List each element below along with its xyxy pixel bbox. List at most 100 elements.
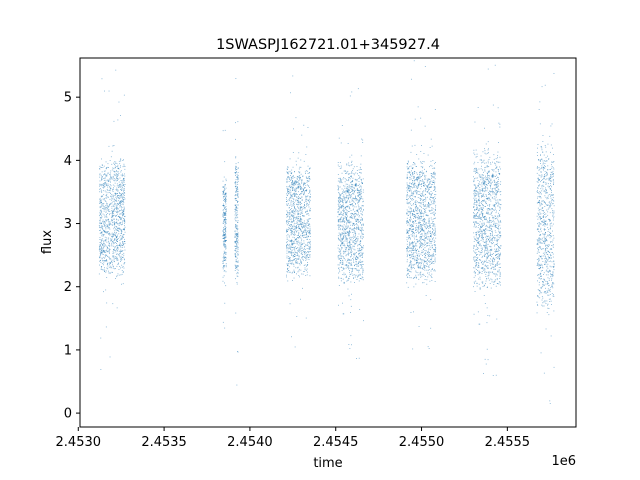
- data-point: [357, 196, 359, 197]
- data-point: [124, 259, 125, 261]
- data-point: [109, 356, 111, 358]
- data-point: [287, 248, 289, 250]
- data-point: [292, 186, 294, 188]
- data-point: [342, 262, 344, 264]
- data-point: [113, 245, 115, 247]
- data-point: [297, 207, 299, 209]
- data-point: [237, 177, 239, 178]
- data-point: [223, 190, 225, 192]
- data-point: [355, 261, 357, 263]
- data-point: [237, 351, 239, 353]
- data-point: [360, 187, 362, 189]
- data-point: [425, 210, 426, 212]
- data-point: [309, 233, 311, 235]
- data-point: [308, 218, 310, 220]
- data-point: [100, 188, 101, 190]
- data-point: [116, 258, 118, 260]
- data-point: [224, 246, 226, 248]
- data-point: [420, 242, 422, 244]
- data-point: [355, 213, 357, 215]
- data-point: [104, 173, 105, 175]
- data-point: [415, 179, 417, 181]
- data-point: [299, 264, 301, 266]
- data-point: [432, 197, 434, 199]
- data-point: [412, 232, 414, 234]
- data-point: [424, 226, 426, 228]
- data-point: [304, 269, 306, 271]
- data-point: [432, 221, 433, 223]
- data-point: [476, 204, 478, 206]
- data-point: [305, 223, 307, 224]
- data-point: [292, 177, 294, 179]
- data-point: [119, 166, 121, 168]
- data-point: [416, 205, 417, 207]
- data-point: [341, 198, 343, 200]
- data-point: [411, 224, 413, 226]
- data-point: [298, 186, 300, 187]
- data-point: [359, 259, 361, 261]
- data-point: [297, 254, 299, 256]
- data-point: [223, 275, 225, 277]
- data-point: [428, 261, 430, 262]
- data-point: [415, 200, 417, 202]
- data-point: [121, 224, 123, 225]
- data-point: [421, 172, 422, 174]
- data-point: [424, 266, 426, 268]
- data-point: [294, 181, 296, 183]
- data-point: [298, 218, 299, 219]
- data-point: [296, 228, 297, 230]
- data-point: [296, 188, 297, 190]
- data-point: [236, 189, 238, 191]
- data-point: [362, 232, 364, 234]
- data-point: [423, 264, 425, 266]
- data-point: [427, 266, 429, 267]
- data-point: [348, 246, 350, 248]
- data-point: [352, 245, 354, 247]
- data-point: [287, 267, 289, 269]
- data-point: [224, 185, 226, 187]
- data-point: [420, 218, 422, 220]
- data-point: [434, 257, 436, 259]
- data-point: [289, 211, 291, 213]
- data-point: [117, 189, 119, 191]
- data-point: [286, 237, 288, 239]
- data-point: [225, 233, 227, 235]
- data-point: [346, 280, 348, 282]
- data-point: [346, 195, 348, 197]
- data-point: [104, 232, 106, 234]
- data-point: [235, 165, 237, 167]
- data-point: [286, 220, 288, 222]
- data-point: [424, 199, 425, 200]
- data-point: [290, 172, 292, 174]
- data-point: [101, 177, 102, 179]
- data-point: [362, 189, 364, 191]
- data-point: [363, 236, 364, 238]
- data-point: [288, 203, 289, 205]
- data-point: [114, 248, 116, 250]
- data-point: [102, 184, 104, 186]
- data-point: [414, 255, 416, 257]
- data-point: [343, 189, 344, 191]
- data-point: [307, 251, 308, 253]
- data-point: [223, 255, 224, 257]
- data-point: [113, 221, 115, 223]
- data-point: [351, 229, 353, 231]
- data-point: [293, 190, 295, 191]
- data-point: [114, 194, 116, 196]
- data-point: [435, 212, 436, 214]
- data-point: [299, 184, 301, 186]
- data-point: [235, 261, 237, 263]
- data-point: [338, 197, 339, 199]
- data-point: [225, 263, 227, 265]
- data-point: [237, 235, 239, 237]
- data-point: [424, 168, 425, 170]
- data-point: [349, 243, 351, 244]
- data-point: [104, 251, 105, 252]
- data-point: [101, 263, 103, 265]
- data-point: [123, 194, 125, 196]
- data-point: [236, 211, 238, 213]
- data-point: [415, 283, 417, 285]
- data-point: [123, 165, 125, 167]
- data-point: [103, 223, 104, 225]
- data-point: [406, 276, 408, 278]
